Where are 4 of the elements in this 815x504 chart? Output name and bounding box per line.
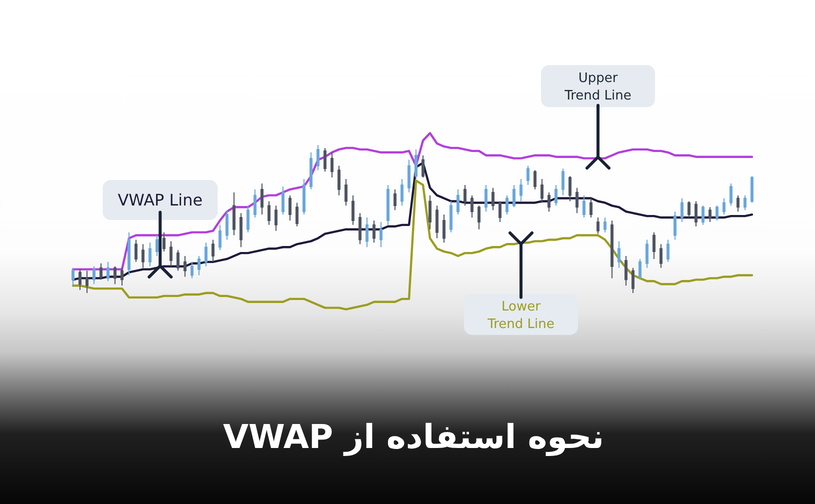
callout: Lower Trend Line xyxy=(464,231,578,335)
callout: VWAP Line xyxy=(102,180,218,278)
text: نحوه استفاده از VWAP xyxy=(222,416,606,458)
callout: Upper Trend Line xyxy=(541,65,655,170)
